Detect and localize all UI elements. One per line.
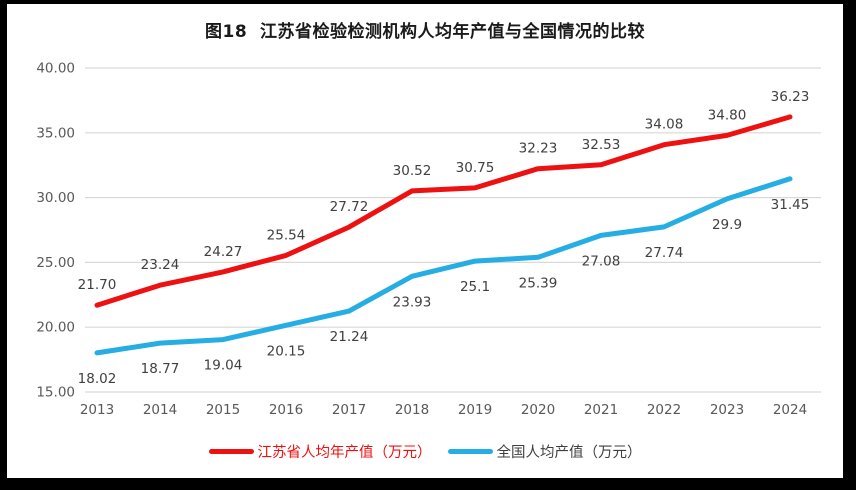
legend-label-national: 全国人均产值（万元）	[496, 445, 642, 461]
data-label: 30.52	[393, 163, 432, 179]
y-axis-tick-label: 40.00	[36, 61, 75, 77]
series-line-0	[94, 114, 793, 308]
data-label: 25.39	[519, 275, 558, 291]
y-axis-tick-label: 35.00	[36, 125, 75, 141]
x-axis-tick-label: 2013	[80, 402, 114, 418]
data-label: 34.08	[645, 117, 684, 133]
chart-legend: 江苏省人均年产值（万元） 全国人均产值（万元）	[7, 441, 843, 462]
data-label: 23.24	[141, 257, 180, 273]
data-label: 30.75	[456, 160, 495, 176]
data-label: 27.74	[645, 245, 684, 261]
line-chart-svg: 40.00 35.00 30.00 25.00 20.00 15.00 2013 2014 20…	[36, 61, 821, 418]
jiangsu-line-swatch	[208, 449, 254, 454]
data-label: 23.93	[393, 294, 432, 310]
legend-label-jiangsu: 江苏省人均年产值（万元）	[257, 445, 432, 461]
x-axis-tick-label: 2019	[458, 402, 492, 418]
data-label: 19.04	[204, 358, 243, 374]
data-label: 21.24	[330, 329, 369, 345]
data-label: 18.77	[141, 361, 180, 377]
y-axis-tick-label: 25.00	[36, 255, 75, 271]
data-label: 27.08	[582, 253, 621, 269]
data-label: 21.70	[78, 277, 117, 293]
data-label: 32.23	[519, 141, 558, 157]
x-axis-tick-label: 2016	[269, 402, 303, 418]
data-label: 32.53	[582, 137, 621, 153]
chart-title: 图18 江苏省检验检测机构人均年产值与全国情况的比较	[205, 22, 645, 42]
data-label: 18.02	[78, 371, 117, 387]
x-axis-tick-label: 2021	[584, 402, 618, 418]
series-line-1	[94, 176, 793, 356]
y-axis-tick-label: 30.00	[36, 190, 75, 206]
data-label: 34.80	[708, 107, 747, 123]
y-axis-tick-label: 15.00	[36, 385, 75, 401]
x-axis-tick-label: 2018	[395, 402, 429, 418]
x-axis-tick-label: 2015	[206, 402, 240, 418]
data-label: 25.54	[267, 227, 306, 243]
data-label: 25.1	[460, 279, 490, 295]
legend-item-jiangsu: 江苏省人均年产值（万元）	[208, 441, 432, 462]
data-label: 20.15	[267, 343, 306, 359]
x-axis-tick-label: 2024	[773, 402, 807, 418]
legend-item-national: 全国人均产值（万元）	[447, 441, 642, 462]
data-label: 27.72	[330, 199, 369, 215]
chart-canvas: 图18 江苏省检验检测机构人均年产值与全国情况的比较 40.00 35.00 30.…	[7, 4, 843, 478]
data-label: 24.27	[204, 244, 243, 260]
data-label: 36.23	[771, 89, 810, 105]
data-label: 31.45	[771, 197, 810, 213]
x-axis-tick-label: 2014	[143, 402, 177, 418]
data-label: 29.9	[712, 217, 742, 233]
x-axis-tick-label: 2020	[521, 402, 555, 418]
x-axis-tick-label: 2022	[647, 402, 681, 418]
x-axis-tick-label: 2023	[710, 402, 744, 418]
x-axis-tick-label: 2017	[332, 402, 366, 418]
y-axis-tick-label: 20.00	[36, 320, 75, 336]
national-line-swatch	[447, 449, 493, 454]
